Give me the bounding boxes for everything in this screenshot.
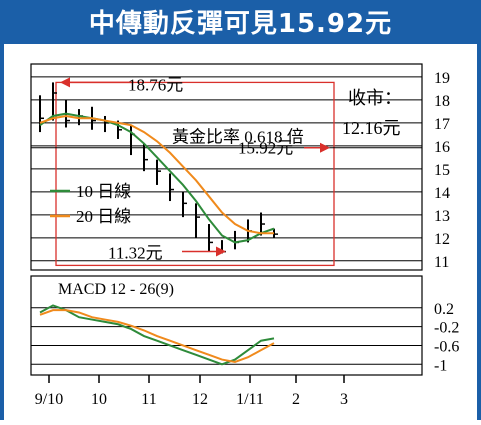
macd-y-tick-label: -0.6 <box>434 338 459 355</box>
macd-panel-border <box>30 275 423 376</box>
legend-label-ma10: 10 日線 <box>76 182 131 201</box>
high-label: 18.76元 <box>128 75 183 94</box>
x-tick-label: 12 <box>192 391 208 408</box>
y-tick-label: 13 <box>434 208 450 225</box>
close-value: 12.16元 <box>342 118 401 138</box>
chart-title: 中傳動反彈可見15.92元 <box>4 4 477 44</box>
x-tick-label: 11 <box>141 391 156 408</box>
x-tick-label: 10 <box>91 391 107 408</box>
high-arrow-head <box>60 77 70 88</box>
macd-title: MACD 12 - 26(9) <box>58 281 174 298</box>
target-label: 15.92元 <box>238 139 293 158</box>
legend-label-ma20: 20 日線 <box>76 207 131 226</box>
x-tick-label: 1/11 <box>236 391 264 408</box>
x-tick-label: 9/10 <box>35 391 63 408</box>
close-label: 收市： <box>348 88 402 108</box>
y-tick-label: 15 <box>434 162 450 179</box>
fib-range-box <box>55 81 335 267</box>
macd-y-tick-label: -1 <box>434 357 447 374</box>
ma20-line <box>39 114 274 235</box>
low-arrow-head <box>216 246 226 257</box>
main-panel-border <box>30 63 423 271</box>
macd-y-tick-label: -0.2 <box>434 320 459 337</box>
signal-line <box>39 309 275 363</box>
fib-label: 黃金比率 0.618 倍 <box>172 127 304 146</box>
y-tick-label: 18 <box>434 93 450 110</box>
y-tick-label: 12 <box>434 231 450 248</box>
y-tick-label: 14 <box>434 185 450 202</box>
chart-panel: 11 12 13 14 15 16 17 18 19 18.76元黃金比率 0.618 倍 15.9… <box>4 44 477 420</box>
y-tick-label: 11 <box>434 254 449 271</box>
macd-line <box>39 304 275 366</box>
y-tick-label: 17 <box>434 116 450 133</box>
ma10-line <box>39 112 275 244</box>
y-tick-label: 16 <box>434 139 450 156</box>
target-arrow-head <box>320 142 330 153</box>
x-tick-label: 2 <box>292 391 300 408</box>
x-tick-label: 3 <box>340 391 348 408</box>
low-label: 11.32元 <box>108 243 163 262</box>
y-tick-label: 19 <box>434 70 450 87</box>
macd-y-tick-label: 0.2 <box>434 301 454 318</box>
